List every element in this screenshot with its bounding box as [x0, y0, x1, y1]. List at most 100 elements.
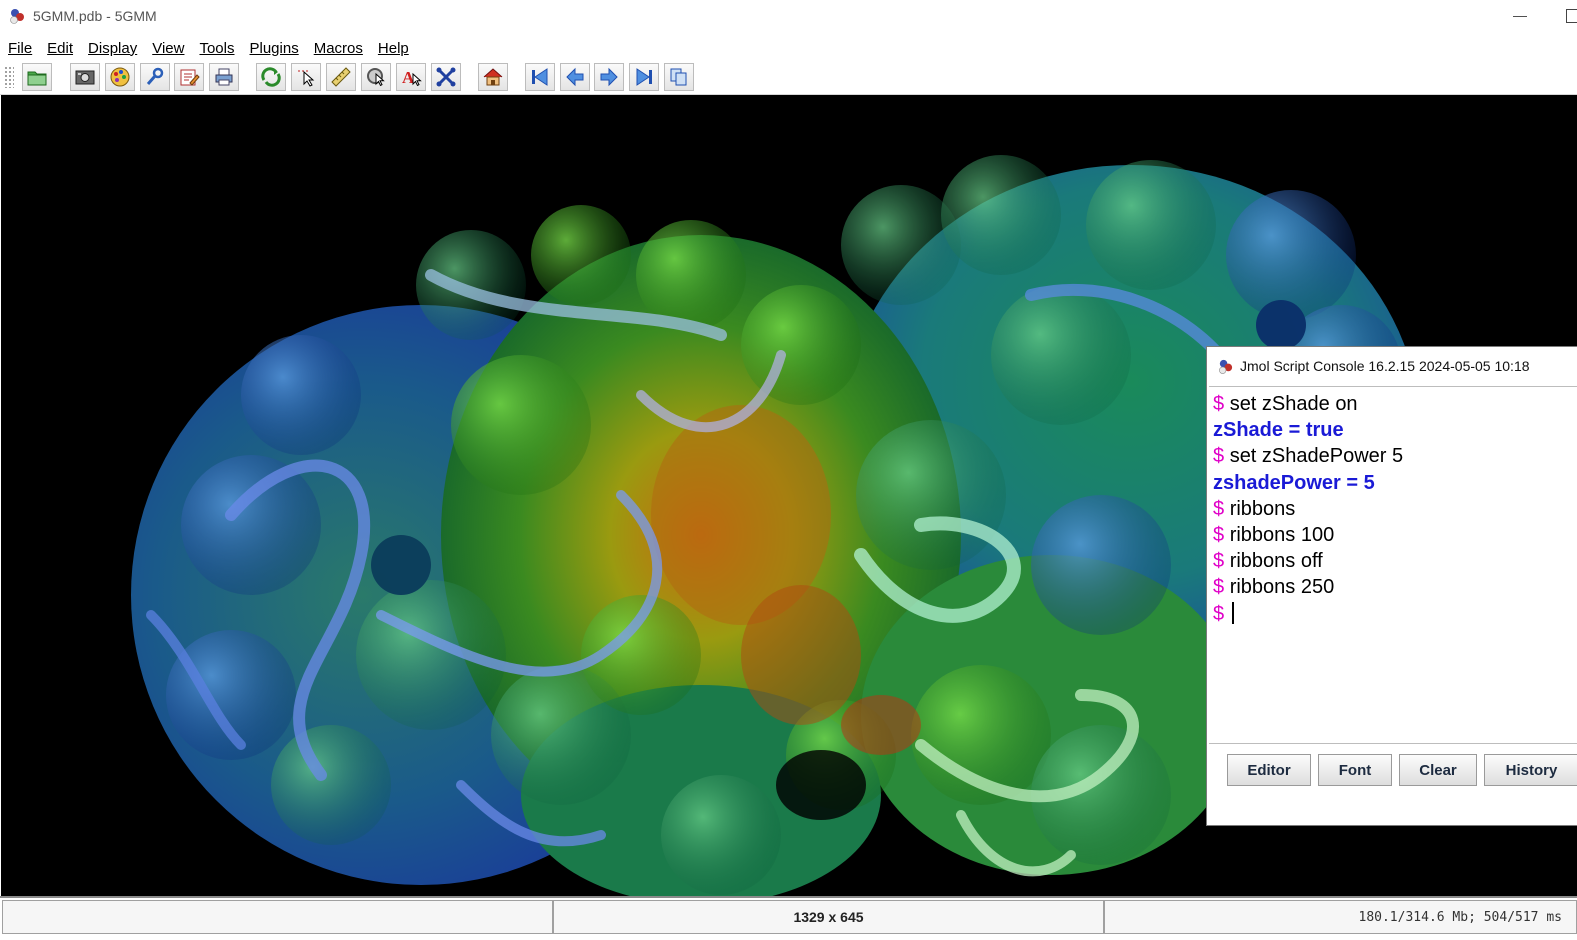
rotate-icon — [261, 67, 281, 87]
export-image-button[interactable] — [70, 63, 100, 91]
select-button[interactable] — [361, 63, 391, 91]
next-frame-icon — [600, 67, 618, 87]
svg-text:A: A — [402, 68, 415, 87]
menu-tools-label: Tools — [199, 39, 235, 57]
prompt: $ — [1213, 445, 1225, 468]
rotate-button[interactable] — [256, 63, 286, 91]
menu-macros-label: Macros — [313, 39, 363, 57]
pencil-icon — [180, 69, 200, 86]
console-title-bar[interactable]: Jmol Script Console 16.2.15 2024-05-05 1… — [1207, 347, 1577, 385]
response-text: zShade = true — [1213, 419, 1344, 442]
console-line: zshadePower = 5 — [1209, 470, 1577, 496]
menu-view[interactable]: View — [152, 40, 184, 57]
command-text: ribbons 100 — [1229, 523, 1335, 546]
menu-help[interactable]: Help — [378, 40, 409, 57]
menu-file[interactable]: File — [8, 40, 32, 57]
status-message — [2, 900, 553, 934]
menu-view-label: View — [152, 39, 185, 57]
command-text: ribbons — [1229, 497, 1296, 520]
protein-surface-render — [131, 155, 1421, 896]
toolbar: A — [0, 60, 1577, 95]
copy-frames-icon — [670, 68, 687, 86]
console-line: $ set zShade on — [1209, 391, 1577, 417]
printer-icon — [215, 68, 233, 86]
menu-edit[interactable]: Edit — [47, 40, 73, 57]
pick-button[interactable] — [291, 63, 321, 91]
editor-button[interactable]: Editor — [1227, 754, 1311, 786]
home-button[interactable] — [478, 63, 508, 91]
prompt: $ — [1213, 550, 1225, 573]
menu-help-label: Help — [377, 39, 409, 57]
response-text: zshadePower = 5 — [1213, 471, 1375, 494]
first-frame-button[interactable] — [525, 63, 555, 91]
status-bar: 1329 x 645 180.1/314.6 Mb; 504/517 ms — [0, 896, 1577, 940]
maximize-button[interactable] — [1566, 9, 1577, 23]
status-canvas-size: 1329 x 645 — [553, 900, 1104, 934]
palette-icon — [110, 67, 130, 87]
last-frame-button[interactable] — [629, 63, 659, 91]
console-line: $ ribbons 250 — [1209, 574, 1577, 600]
home-icon — [483, 68, 503, 86]
toolbar-grip[interactable] — [4, 66, 14, 88]
labels-button[interactable]: A — [396, 63, 426, 91]
first-frame-icon — [532, 68, 548, 86]
edit-script-button[interactable] — [174, 63, 204, 91]
select-cursor-icon — [367, 68, 385, 87]
menu-tools[interactable]: Tools — [199, 40, 234, 57]
previous-frame-icon — [566, 67, 584, 87]
console-title: Jmol Script Console 16.2.15 2024-05-05 1… — [1240, 358, 1530, 374]
command-text: ribbons off — [1229, 550, 1323, 573]
pointer-icon — [298, 70, 315, 87]
menu-display[interactable]: Display — [88, 40, 137, 57]
history-button[interactable]: History — [1484, 754, 1577, 786]
script-console: Jmol Script Console 16.2.15 2024-05-05 1… — [1206, 346, 1577, 826]
status-memory: 180.1/314.6 Mb; 504/517 ms — [1104, 900, 1577, 934]
prompt: $ — [1213, 497, 1225, 520]
next-frame-button[interactable] — [594, 63, 624, 91]
jmol-console-icon — [1219, 359, 1233, 374]
menu-plugins-label: Plugins — [249, 39, 299, 57]
console-line: $ ribbons off — [1209, 548, 1577, 574]
text-cursor — [1231, 601, 1234, 624]
open-file-button[interactable] — [22, 63, 52, 91]
camera-icon — [75, 70, 95, 85]
cross-atoms-icon — [436, 67, 456, 87]
menu-plugins[interactable]: Plugins — [250, 40, 299, 57]
measure-button[interactable] — [326, 63, 356, 91]
command-text: set zShadePower 5 — [1229, 445, 1404, 468]
menu-file-label: File — [8, 39, 33, 57]
clear-button[interactable]: Clear — [1399, 754, 1477, 786]
console-line: $ set zShadePower 5 — [1209, 443, 1577, 469]
minimize-button[interactable]: — — [1513, 7, 1527, 23]
prompt: $ — [1213, 523, 1225, 546]
print-button[interactable] — [209, 63, 239, 91]
label-a-icon: A — [402, 68, 422, 87]
menu-display-label: Display — [88, 39, 138, 57]
jmol-app-icon — [10, 9, 24, 24]
animation-button[interactable] — [664, 63, 694, 91]
atom-distance-button[interactable] — [431, 63, 461, 91]
previous-frame-button[interactable] — [560, 63, 590, 91]
folder-icon — [27, 71, 47, 86]
prompt: $ — [1213, 576, 1225, 599]
menu-macros[interactable]: Macros — [314, 40, 363, 57]
title-bar: 5GMM.pdb - 5GMM — — [0, 0, 1577, 32]
ruler-icon — [331, 67, 351, 87]
prompt: $ — [1213, 602, 1225, 625]
last-frame-icon — [636, 68, 652, 86]
font-button[interactable]: Font — [1318, 754, 1392, 786]
console-line: zShade = true — [1209, 417, 1577, 443]
console-line: $ ribbons 100 — [1209, 522, 1577, 548]
render-button[interactable] — [105, 63, 135, 91]
console-input-line[interactable]: $ — [1209, 601, 1577, 627]
preferences-button[interactable] — [140, 63, 170, 91]
prompt: $ — [1213, 393, 1225, 415]
window-title: 5GMM.pdb - 5GMM — [33, 8, 157, 24]
command-text: ribbons 250 — [1229, 576, 1335, 599]
console-output[interactable]: $ set zShade on zShade = true $ set zSha… — [1209, 386, 1577, 744]
command-text: set zShade on — [1229, 393, 1358, 415]
console-line: $ ribbons — [1209, 496, 1577, 522]
wrench-icon — [146, 67, 164, 85]
menu-edit-label: Edit — [47, 39, 74, 57]
menu-bar: File Edit Display View Tools Plugins Mac… — [0, 36, 1577, 60]
